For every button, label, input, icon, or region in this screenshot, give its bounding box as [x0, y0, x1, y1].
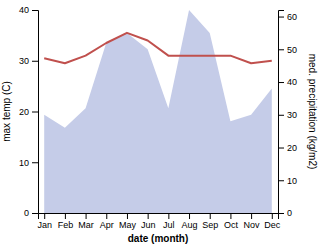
axis-line — [32, 11, 39, 214]
x-axis: Jan Feb Mar Apr May Jun Jul Aug Sep Oct NovDec — [37, 213, 280, 230]
tick-mark — [148, 213, 149, 219]
tick-mark — [32, 162, 38, 163]
axis-line — [39, 214, 279, 220]
tick-mark — [32, 213, 38, 214]
tick-mark — [278, 180, 284, 181]
tick-mark — [168, 213, 169, 219]
tick: 0 — [24, 208, 38, 218]
tick-mark — [278, 115, 284, 116]
y2-axis: 0 10 20 30 40 50 60 — [278, 11, 297, 219]
tick-mark — [32, 61, 38, 62]
tick-mark — [86, 213, 87, 219]
tick-label: Apr — [100, 220, 114, 230]
tick: Jan — [37, 213, 52, 230]
tick-label: 40 — [287, 77, 297, 87]
tick-label: Dec — [264, 220, 281, 230]
tick-label: Sep — [202, 220, 218, 230]
tick-label: 20 — [287, 143, 297, 153]
tick-label: 30 — [19, 56, 29, 66]
tick-mark — [189, 213, 190, 219]
tick: 10 — [278, 176, 297, 186]
tick: 20 — [19, 107, 38, 117]
tick-label: 50 — [287, 45, 297, 55]
tick-label: Mar — [78, 220, 94, 230]
tick: Apr — [100, 213, 114, 230]
tick: 40 — [19, 5, 38, 15]
tick: Sep — [202, 213, 218, 230]
tick-label: May — [119, 220, 137, 230]
x-axis-title: date (month) — [128, 233, 189, 244]
tick-mark — [278, 17, 284, 18]
tick-mark — [272, 213, 273, 219]
tick: Mar — [78, 213, 94, 230]
tick-mark — [106, 213, 107, 219]
tick-label: 0 — [24, 208, 29, 218]
tick: 30 — [278, 110, 297, 120]
tick: Oct — [224, 213, 239, 230]
tick: May — [119, 213, 137, 230]
tick: 0 — [278, 208, 292, 218]
tick-label: 10 — [19, 158, 29, 168]
tick-mark — [230, 213, 231, 219]
axis-line — [279, 11, 285, 214]
tick-label: 0 — [287, 208, 292, 218]
y-axis-title: max temp (C) — [1, 81, 12, 142]
tick: Dec — [264, 213, 281, 230]
temperature-line — [44, 33, 272, 63]
tick-label: Jun — [141, 220, 156, 230]
tick-mark — [278, 82, 284, 83]
tick: Feb — [58, 213, 74, 230]
tick-label: Jul — [163, 220, 175, 230]
tick: 60 — [278, 12, 297, 22]
tick: 10 — [19, 158, 38, 168]
tick-mark — [65, 213, 66, 219]
tick-label: 60 — [287, 12, 297, 22]
plot-area — [44, 10, 272, 213]
tick: 50 — [278, 45, 297, 55]
tick-mark — [44, 213, 45, 219]
tick-mark — [210, 213, 211, 219]
tick-label: Jan — [37, 220, 52, 230]
y-axis: 0 10 20 30 40 — [19, 5, 39, 218]
tick-mark — [127, 213, 128, 219]
tick-label: Feb — [58, 220, 74, 230]
tick: Aug — [182, 213, 198, 230]
tick-label: 30 — [287, 110, 297, 120]
tick: 20 — [278, 143, 297, 153]
tick-label: Oct — [224, 220, 239, 230]
tick: Jun — [141, 213, 156, 230]
tick-mark — [251, 213, 252, 219]
tick-label: Aug — [182, 220, 198, 230]
tick: Nov — [244, 213, 261, 230]
tick-label: 10 — [287, 176, 297, 186]
chart: Jan Feb Mar Apr May Jun Jul Aug Sep Oct NovDec 0 10 2… — [0, 0, 318, 247]
tick-mark — [278, 148, 284, 149]
tick-mark — [32, 10, 38, 11]
tick-mark — [278, 213, 284, 214]
tick-label: 20 — [19, 107, 29, 117]
tick: 40 — [278, 77, 297, 87]
tick-label: 40 — [19, 5, 29, 15]
tick-mark — [32, 112, 38, 113]
precipitation-area — [44, 10, 272, 213]
y2-axis-title: med. precipitation (kg/m2) — [307, 54, 318, 170]
tick-label: Nov — [244, 220, 261, 230]
tick: Jul — [163, 213, 175, 230]
tick-mark — [278, 49, 284, 50]
tick: 30 — [19, 56, 38, 66]
